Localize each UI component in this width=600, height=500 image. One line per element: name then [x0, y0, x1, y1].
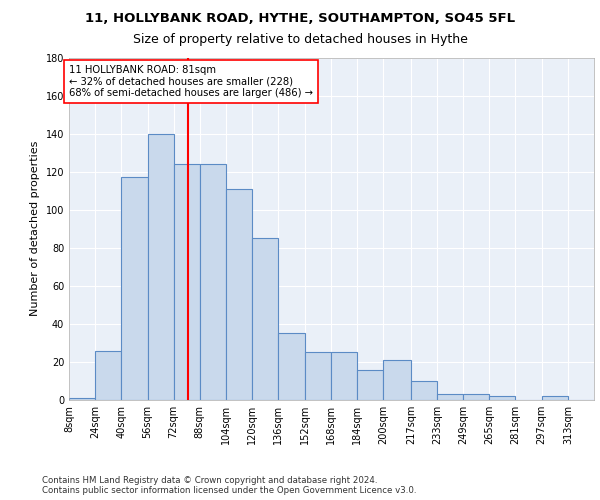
Y-axis label: Number of detached properties: Number of detached properties — [30, 141, 40, 316]
Bar — [383, 360, 411, 400]
Bar — [69, 398, 95, 400]
Text: Contains HM Land Registry data © Crown copyright and database right 2024.
Contai: Contains HM Land Registry data © Crown c… — [42, 476, 416, 495]
Bar — [463, 394, 490, 400]
Text: Size of property relative to detached houses in Hythe: Size of property relative to detached ho… — [133, 32, 467, 46]
Bar — [226, 189, 252, 400]
Text: 11 HOLLYBANK ROAD: 81sqm
← 32% of detached houses are smaller (228)
68% of semi-: 11 HOLLYBANK ROAD: 81sqm ← 32% of detach… — [69, 65, 313, 98]
Bar — [121, 178, 148, 400]
Bar — [252, 238, 278, 400]
Text: 11, HOLLYBANK ROAD, HYTHE, SOUTHAMPTON, SO45 5FL: 11, HOLLYBANK ROAD, HYTHE, SOUTHAMPTON, … — [85, 12, 515, 26]
Bar — [437, 394, 463, 400]
Bar — [278, 334, 305, 400]
Bar — [490, 396, 515, 400]
Bar — [173, 164, 200, 400]
Bar — [305, 352, 331, 400]
Bar — [148, 134, 173, 400]
Bar — [200, 164, 226, 400]
Bar — [411, 381, 437, 400]
Bar — [95, 350, 121, 400]
Bar — [542, 396, 568, 400]
Bar — [331, 352, 357, 400]
Bar — [357, 370, 383, 400]
